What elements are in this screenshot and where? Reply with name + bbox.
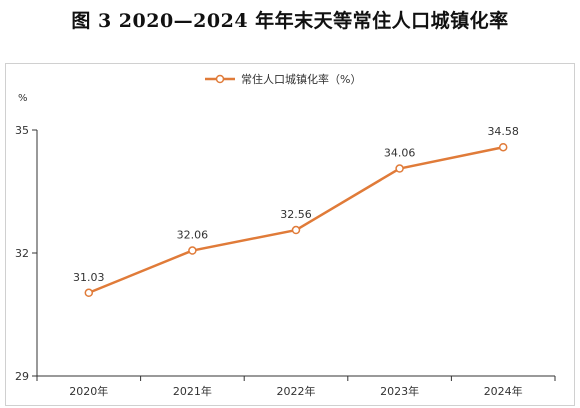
x-tick-label: 2020年 — [69, 384, 108, 398]
chart-axes: 29 32 35% 2020年 2021年 2022年 2023年 2024年 — [15, 93, 556, 398]
data-label: 32.56 — [280, 208, 312, 221]
data-point — [291, 225, 301, 235]
x-tick-label: 2023年 — [380, 384, 419, 398]
legend-marker-swatch — [215, 74, 225, 84]
chart-marks: 31.03 32.06 32.56 34.06 34.58 — [73, 125, 519, 298]
data-label: 31.03 — [73, 271, 105, 284]
data-point — [498, 142, 508, 152]
data-label: 34.06 — [384, 147, 416, 160]
y-tick-label: 35 — [15, 124, 29, 137]
data-point — [395, 164, 404, 173]
chart-frame — [5, 63, 575, 406]
legend-label: 常住人口城镇化率（%） — [241, 72, 361, 86]
figure-title: 图 3 2020—2024 年年末天等常住人口城镇化率 — [71, 10, 509, 32]
data-point — [188, 246, 197, 255]
y-axis-label: % — [18, 93, 28, 104]
x-tick-label: 2022年 — [277, 384, 316, 398]
y-tick-label: 29 — [15, 370, 29, 383]
data-label: 34.58 — [487, 125, 519, 138]
data-point — [84, 288, 94, 298]
y-tick-label: 32 — [15, 247, 29, 260]
data-label: 32.06 — [177, 229, 209, 242]
x-tick-label: 2021年 — [173, 384, 212, 398]
x-tick-label: 2024年 — [484, 384, 523, 398]
chart-legend: 常住人口城镇化率（%） — [205, 72, 361, 86]
